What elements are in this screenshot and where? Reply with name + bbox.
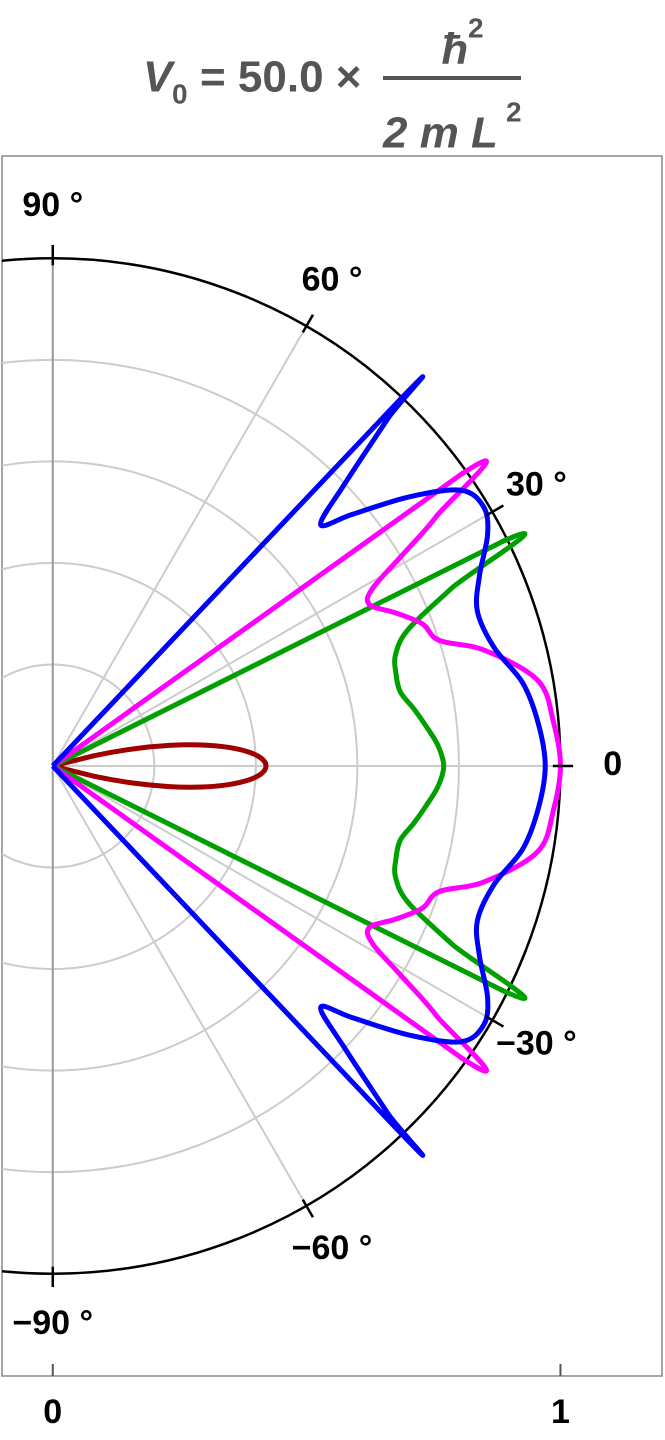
grid-ray (52, 510, 493, 767)
angle-label: −60 ° (292, 1229, 373, 1267)
title-den-sup: 2 (506, 96, 522, 127)
curve (51, 531, 528, 1001)
title-mid: = 50.0 × (200, 53, 361, 102)
curve (52, 742, 269, 790)
angle-tick (301, 314, 315, 333)
grid-ray (51, 765, 308, 1207)
title-num-sup: 2 (468, 12, 484, 43)
title-den: 2 m L (382, 109, 498, 158)
angle-label: 90 ° (22, 186, 83, 224)
curve (50, 374, 548, 1158)
title-num: ħ (442, 25, 469, 74)
frame (1, 155, 663, 1377)
title-lhs-sub: 0 (172, 78, 188, 109)
x-tick-label: 0 (43, 1393, 62, 1431)
grid-ray (52, 765, 493, 1022)
x-tick-label: 1 (551, 1393, 570, 1431)
angle-label: −90 ° (12, 1304, 93, 1342)
angle-tick (485, 504, 505, 517)
angle-label: −30 ° (496, 1025, 577, 1063)
grid-ray (51, 325, 308, 767)
angle-label: 30 ° (506, 465, 567, 503)
title: V 0 = 50.0 × ħ 2 2 m L 2 (143, 12, 522, 157)
plot-area (2, 257, 563, 1275)
angle-label: 60 ° (302, 261, 363, 299)
labels: 90 ° 60 ° 30 ° 0 −30 ° −60 ° −90 ° 0 1 (12, 186, 622, 1431)
angle-label: 0 (603, 745, 622, 783)
angle-tick (301, 1199, 315, 1218)
title-lhs: V (143, 53, 176, 102)
angle-tick (485, 1015, 505, 1028)
